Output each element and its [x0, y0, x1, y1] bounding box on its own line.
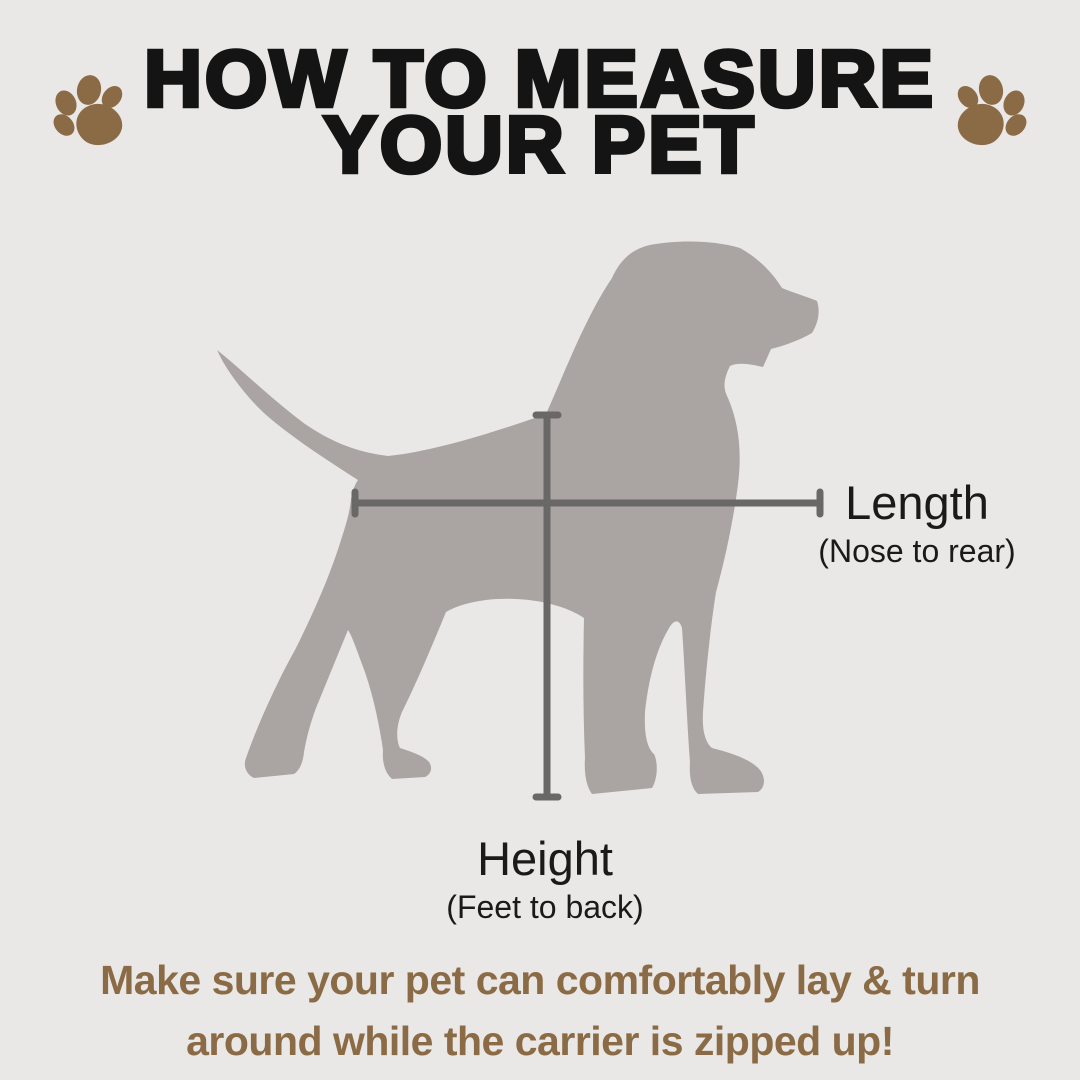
footer-line1: Make sure your pet can comfortably lay &… [100, 957, 980, 1003]
length-measure-line [351, 488, 824, 518]
length-label: Length [845, 476, 989, 529]
page-title: HOW TO MEASURE YOUR PET [0, 34, 1080, 189]
title-line1: HOW TO MEASURE [142, 34, 936, 123]
dog-silhouette-image [217, 241, 819, 794]
height-measure-line [532, 411, 562, 801]
title-line2: YOUR PET [321, 100, 757, 189]
footer-note: Make sure your pet can comfortably lay &… [0, 950, 1080, 1072]
length-sublabel: (Nose to rear) [818, 533, 1016, 569]
paw-print-icon [53, 75, 123, 146]
height-sublabel: (Feet to back) [446, 889, 644, 925]
height-label: Height [477, 832, 613, 885]
footer-line2: around while the carrier is zipped up! [186, 1018, 894, 1064]
length-label-group: Length (Nose to rear) [818, 477, 1015, 573]
height-label-group: Height (Feet to back) [446, 833, 643, 929]
